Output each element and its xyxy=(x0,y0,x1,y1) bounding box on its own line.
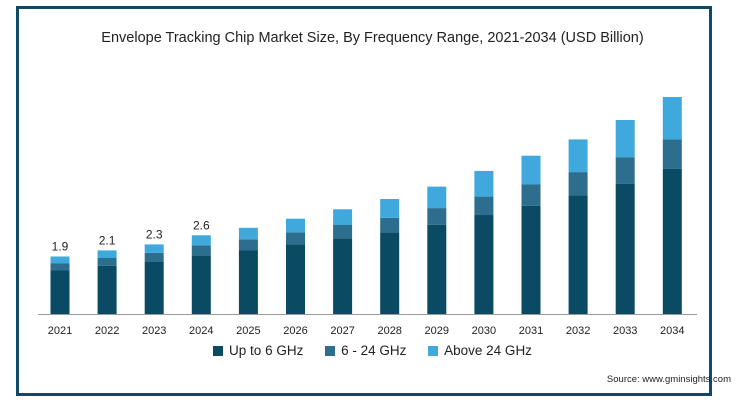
chart-frame xyxy=(16,6,712,396)
bar-2033-series-0 xyxy=(615,183,635,314)
bar-2032-series-2 xyxy=(568,139,588,173)
x-tick-label-2027: 2027 xyxy=(330,325,354,337)
data-label-2024: 2.6 xyxy=(193,218,210,232)
bar-2031-series-1 xyxy=(521,184,541,206)
bar-2029-series-1 xyxy=(427,208,447,225)
legend-swatch-above-24ghz xyxy=(428,346,439,356)
bar-2023-series-2 xyxy=(144,244,164,253)
x-tick-label-2028: 2028 xyxy=(377,325,401,337)
bar-2031-series-2 xyxy=(521,155,541,185)
x-tick-label-2021: 2021 xyxy=(48,325,72,337)
bar-2028-series-1 xyxy=(380,217,400,233)
bar-2030-series-1 xyxy=(474,196,494,216)
x-tick-label-2026: 2026 xyxy=(283,325,307,337)
bar-2027-series-2 xyxy=(333,209,353,225)
data-label-2021: 1.9 xyxy=(52,240,69,254)
bar-2030-series-0 xyxy=(474,215,494,314)
bar-2021-series-2 xyxy=(50,256,70,264)
bar-2027-series-0 xyxy=(333,238,353,314)
bar-2026-series-1 xyxy=(286,232,305,245)
legend-item-6-24ghz: 6 - 24 GHz xyxy=(325,343,406,358)
bar-2034-series-1 xyxy=(662,139,682,169)
x-tick-label-2024: 2024 xyxy=(189,325,213,337)
legend-item-above-24ghz: Above 24 GHz xyxy=(428,343,532,358)
bar-2024-series-2 xyxy=(191,235,211,246)
legend-item-up-to-6ghz: Up to 6 GHz xyxy=(213,343,303,358)
x-tick-label-2033: 2033 xyxy=(613,325,637,337)
bar-2031-series-0 xyxy=(521,205,541,314)
bar-2028-series-0 xyxy=(380,232,400,314)
bar-2024-series-1 xyxy=(191,245,211,256)
x-tick-label-2022: 2022 xyxy=(95,325,119,337)
bar-2024-series-0 xyxy=(191,255,211,314)
bar-2032-series-1 xyxy=(568,172,588,196)
bar-2021-series-0 xyxy=(50,270,70,314)
bar-2026-series-0 xyxy=(286,244,305,314)
x-tick-label-2025: 2025 xyxy=(236,325,260,337)
source-note: Source: www.gminsights.com xyxy=(606,374,731,385)
bar-2033-series-1 xyxy=(615,157,635,184)
bar-2032-series-0 xyxy=(568,195,588,314)
bar-2022-series-2 xyxy=(97,250,117,258)
legend-label-6-24ghz: 6 - 24 GHz xyxy=(341,343,407,358)
data-label-2022: 2.1 xyxy=(99,233,116,247)
legend-swatch-up-to-6ghz xyxy=(213,346,224,356)
bar-2023-series-1 xyxy=(144,252,164,262)
x-tick-label-2032: 2032 xyxy=(566,325,590,337)
bar-2030-series-2 xyxy=(474,170,494,197)
legend-swatch-6-24ghz xyxy=(325,346,336,356)
x-tick-label-2034: 2034 xyxy=(660,325,684,337)
x-tick-label-2023: 2023 xyxy=(142,325,166,337)
bar-2029-series-2 xyxy=(427,186,447,209)
bar-2029-series-0 xyxy=(427,224,447,314)
bar-2021-series-1 xyxy=(50,263,70,271)
legend-label-up-to-6ghz: Up to 6 GHz xyxy=(229,343,304,358)
x-tick-label-2029: 2029 xyxy=(425,325,449,337)
bar-2025-series-2 xyxy=(238,227,258,240)
legend-label-above-24ghz: Above 24 GHz xyxy=(444,343,532,358)
data-label-2023: 2.3 xyxy=(146,227,163,241)
bar-2025-series-1 xyxy=(238,239,258,251)
bar-2022-series-0 xyxy=(97,265,117,314)
x-tick-label-2030: 2030 xyxy=(472,325,496,337)
chart-legend: Up to 6 GHz 6 - 24 GHz Above 24 GHz xyxy=(0,343,745,358)
bar-2023-series-0 xyxy=(144,261,164,314)
bar-2028-series-2 xyxy=(380,199,400,218)
bar-2026-series-2 xyxy=(286,218,305,233)
bar-2027-series-1 xyxy=(333,225,353,239)
bar-2034-series-0 xyxy=(662,168,682,314)
bar-2025-series-0 xyxy=(238,250,258,314)
bar-2033-series-2 xyxy=(615,120,635,158)
x-tick-label-2031: 2031 xyxy=(519,325,543,337)
chart-title: Envelope Tracking Chip Market Size, By F… xyxy=(101,30,644,46)
bar-2022-series-1 xyxy=(97,258,117,266)
bar-2034-series-2 xyxy=(662,97,682,140)
